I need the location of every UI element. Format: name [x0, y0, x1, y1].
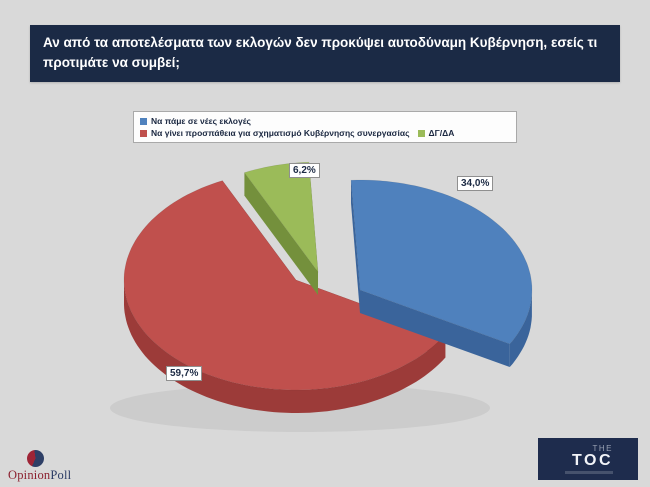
- legend-swatch-green: [417, 129, 425, 137]
- legend-label: Να πάμε σε νέες εκλογές: [151, 116, 251, 126]
- legend-swatch-blue: [140, 117, 147, 125]
- thetoc-logo-tagline-strip: [565, 470, 613, 474]
- page-title: Αν από τα αποτελέσματα των εκλογών δεν π…: [30, 25, 620, 82]
- opinionpoll-logo-text-opinion: Opinion: [8, 468, 51, 482]
- data-label-blue: 34,0%: [457, 176, 494, 191]
- opinionpoll-logo-text-poll: Poll: [50, 468, 72, 482]
- thetoc-logo-text: THE TOC: [563, 443, 613, 474]
- pie-slice-face: [244, 172, 318, 295]
- legend-label: Να γίνει προσπάθεια για σχηματισμό Κυβέρ…: [151, 128, 410, 138]
- chart-legend: Να πάμε σε νέες εκλογές Να γίνει προσπάθ…: [133, 111, 517, 143]
- thetoc-logo: THE TOC: [538, 438, 638, 480]
- thetoc-logo-toc: TOC: [572, 451, 613, 469]
- pie-slice-face: [124, 281, 446, 413]
- opinionpoll-logo-text: OpinionPoll: [8, 468, 71, 483]
- legend-item-new-elections: Να πάμε σε νέες εκλογές: [140, 116, 251, 126]
- legend-swatch-red: [140, 129, 147, 137]
- pie-slice-face: [509, 293, 532, 367]
- pie-slice-face: [351, 180, 360, 313]
- pie-slice-face: [243, 161, 319, 274]
- pie-slice-face: [123, 180, 446, 391]
- legend-item-dont-know: ΔΓ/ΔΑ: [417, 128, 455, 138]
- legend-label: ΔΓ/ΔΑ: [428, 128, 455, 138]
- pie-slice-face: [350, 179, 533, 345]
- opinionpoll-logo-icon: [27, 450, 44, 467]
- data-label-green: 6,2%: [289, 163, 320, 178]
- data-label-red: 59,7%: [166, 366, 203, 381]
- pie-slice-face: [360, 290, 510, 367]
- legend-item-coalition: Να γίνει προσπάθεια για σχηματισμό Κυβέρ…: [140, 128, 410, 138]
- thetoc-logo-the: THE: [592, 443, 613, 453]
